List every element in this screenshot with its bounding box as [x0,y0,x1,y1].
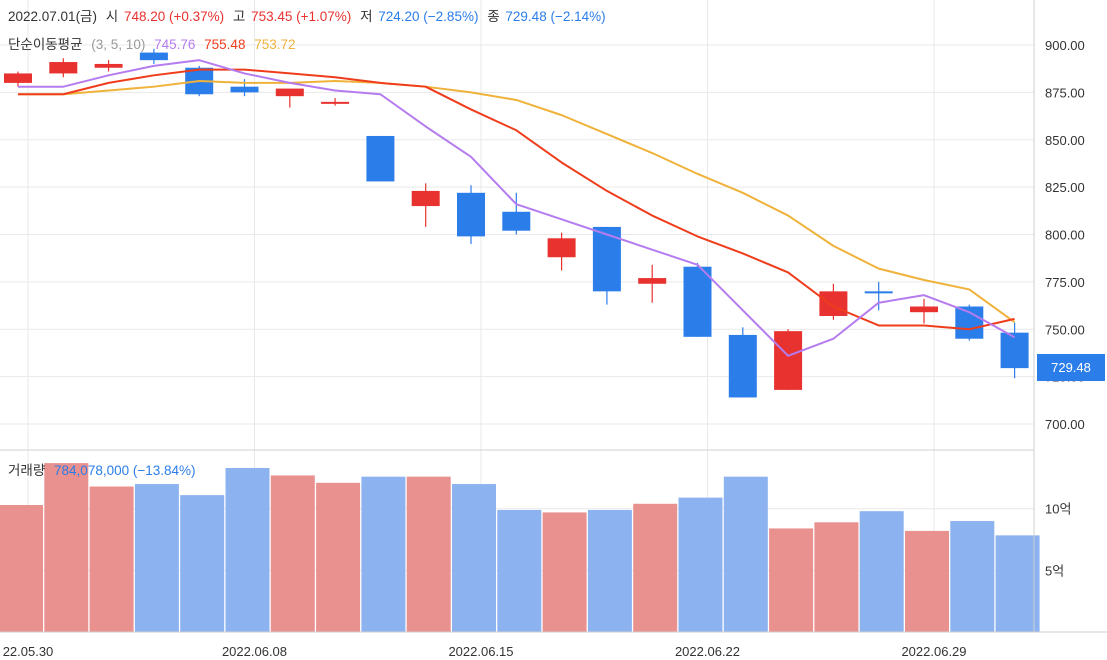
candle-body [366,135,395,182]
candle-body [230,86,259,93]
candle-body [502,211,531,231]
volume-bar [587,509,632,632]
volume-bar [995,535,1040,632]
volume-bar [361,476,406,632]
candle-body [728,334,757,398]
x-tick-label: 2022.06.22 [675,644,740,659]
ma5-value: 755.48 [204,37,246,52]
volume-legend-label: 거래량 [8,463,46,478]
volume-bar [270,475,315,632]
candle-body [774,331,803,390]
volume-bar [406,476,451,632]
x-tick-label: 2022.06.08 [222,644,287,659]
volume-legend-value: 784,078,000 (−13.84%) [54,463,196,478]
volume-bar [316,482,361,632]
ma-legend-params: (3, 5, 10) [91,37,146,52]
low-value: 724.20 (−2.85%) [378,9,479,24]
ma-line-10 [18,80,1016,324]
volume-bar [769,528,814,632]
candle-body [139,52,168,61]
high-value: 753.45 (+1.07%) [251,9,352,24]
high-label: 고 [232,9,246,24]
candle-body [1000,332,1029,369]
close-label: 종 [487,9,500,24]
candle-body [819,291,848,316]
volume-bar [723,476,768,632]
volume-bar [859,511,904,632]
candle-body [4,73,32,83]
volume-bar [452,484,496,632]
x-tick-label: 22.05.30 [3,644,54,659]
volume-bar [950,521,995,632]
open-label: 시 [105,9,119,24]
price-tick-label: 700.00 [1045,417,1085,432]
candle-body [547,238,576,258]
ma3-value: 745.76 [154,37,196,52]
candle-body [638,278,667,284]
volume-bar [497,509,542,632]
volume-tick-label: 10억 [1045,502,1071,517]
ohlc-header: 2022.07.01(금) 시 748.20 (+0.37%) 고 753.45… [8,5,611,25]
open-value: 748.20 (+0.37%) [123,9,225,24]
last-price-tag: 729.48 [1037,354,1105,381]
close-value: 729.48 (−2.14%) [505,9,606,24]
volume-bar [225,468,270,632]
price-tick-label: 775.00 [1045,275,1085,290]
price-tick-label: 900.00 [1045,38,1085,53]
volume-bar [44,463,89,632]
header-date: 2022.07.01(금) [8,9,97,24]
volume-bar [905,530,949,632]
x-tick-label: 2022.06.29 [901,644,966,659]
volume-bar [678,497,723,632]
low-label: 저 [360,9,373,24]
candlesticks [4,48,1029,398]
volume-bar [542,512,587,632]
price-tick-label: 825.00 [1045,180,1085,195]
candle-body [592,226,621,292]
candle-body [275,88,304,97]
candle-body [94,63,123,68]
moving-average-lines [18,59,1016,357]
volume-bar [814,522,859,632]
candle-body [49,62,78,74]
volume-bar [633,503,678,632]
volume-bar [89,486,134,632]
candle-body [321,101,350,104]
ma-legend-label: 단순이동평균 [8,37,83,52]
x-tick-label: 2022.06.15 [448,644,513,659]
volume-bars [0,463,1040,632]
ma-legend: 단순이동평균 (3, 5, 10) 745.76 755.48 753.72 [8,33,301,53]
candle-body [864,291,893,294]
volume-bar [180,495,225,632]
volume-legend: 거래량 784,078,000 (−13.84%) [8,459,201,479]
ma-line-5 [18,68,1015,331]
price-tick-label: 875.00 [1045,85,1085,100]
price-tick-label: 750.00 [1045,322,1085,337]
candle-body [411,190,440,207]
volume-bar [0,505,43,632]
ma10-value: 753.72 [254,37,296,52]
volume-bar [134,484,179,632]
candle-body [457,192,485,237]
price-tick-label: 800.00 [1045,228,1085,243]
price-tick-label: 850.00 [1045,133,1085,148]
candle-body [683,266,712,337]
volume-tick-label: 5억 [1045,563,1064,578]
ma-line-3 [18,59,1016,357]
candle-body [910,306,938,313]
